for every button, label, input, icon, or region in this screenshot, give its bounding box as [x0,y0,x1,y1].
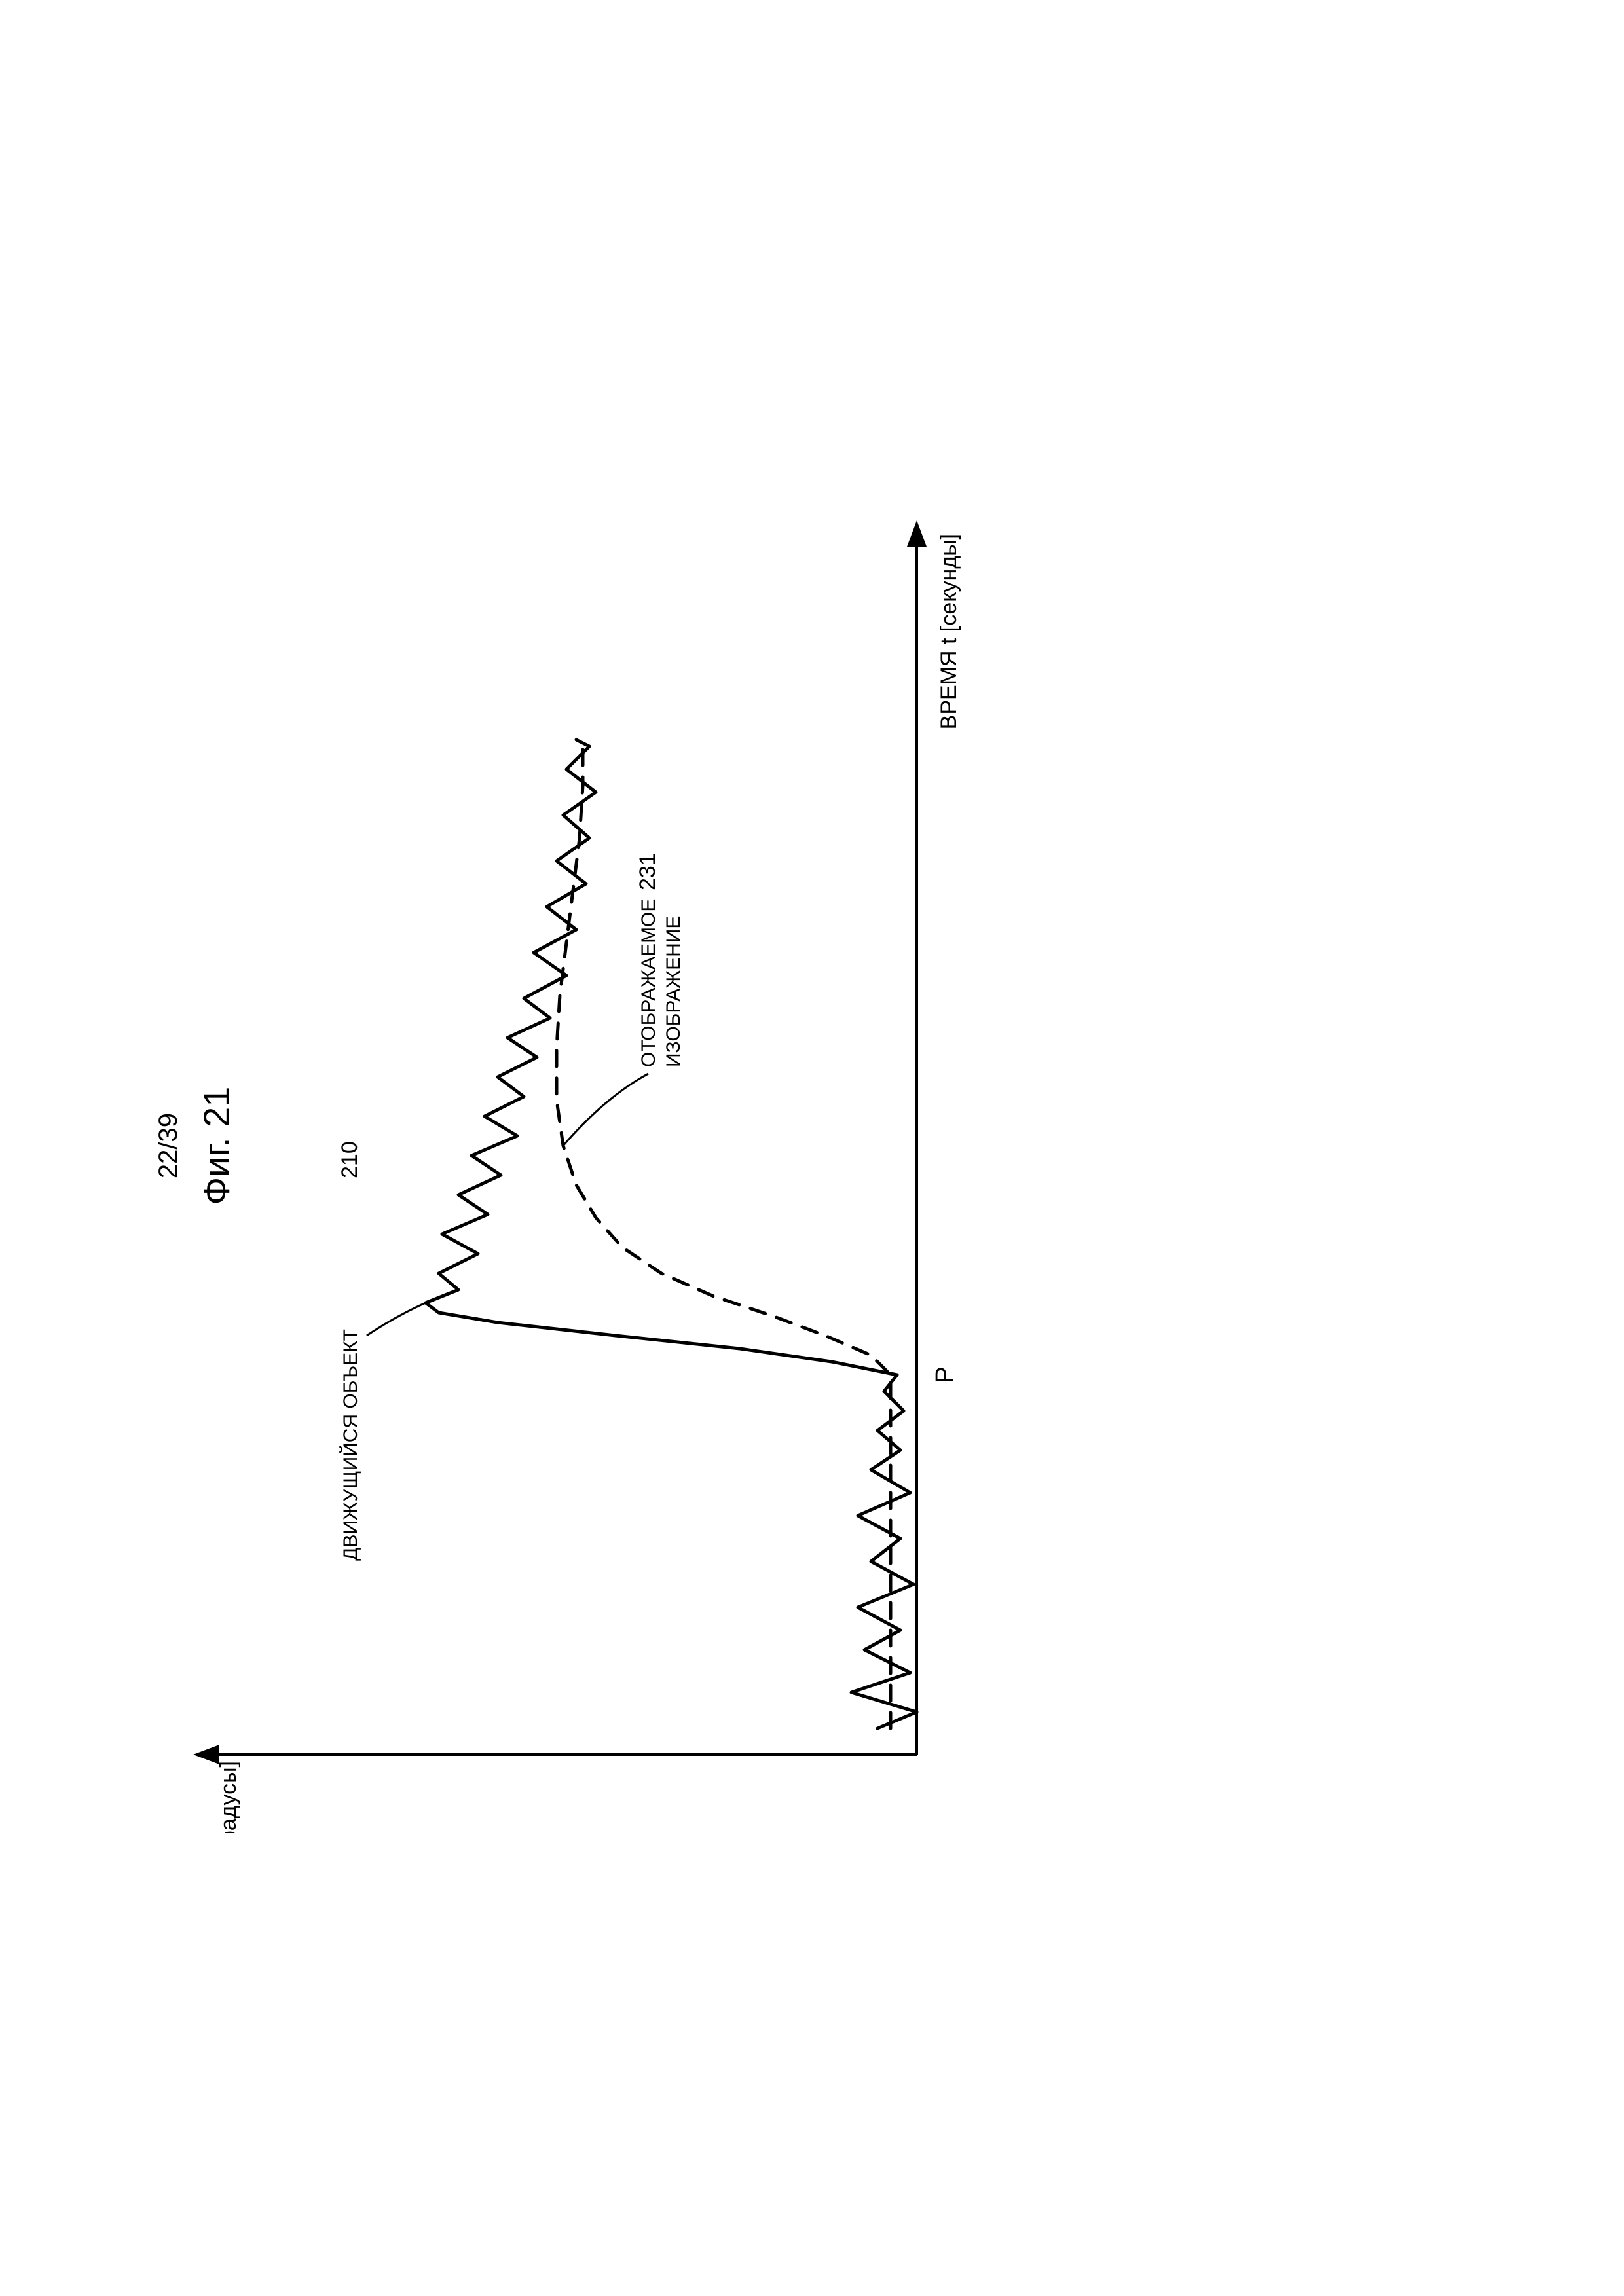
page-number: 22/39 [154,1113,183,1178]
series-210-label: ДВИЖУЩИЙСЯ ОБЪЕКТ [339,1329,361,1561]
page: 22/39 Фиг. 21 УГОЛ θ [градусы] ВРЕМЯ t [… [0,0,1624,2296]
series-231-leader [563,1074,648,1146]
series-moving-object [426,740,917,1728]
figure-title: Фиг. 21 [196,1087,237,1205]
figure-rotated-container: 22/39 Фиг. 21 УГОЛ θ [градусы] ВРЕМЯ t [… [131,458,1113,1833]
series-displayed-image [557,740,891,1728]
series-231-label-line2: ИЗОБРАЖЕНИЕ [663,916,684,1067]
x-axis-label: ВРЕМЯ t [секунды] [936,534,961,729]
series-231-label-line1: ОТОБРАЖАЕМОЕ [638,899,659,1067]
x-axis-arrow [907,520,927,547]
chart-svg: 22/39 Фиг. 21 УГОЛ θ [градусы] ВРЕМЯ t [… [131,458,1113,1833]
series-210-refnum: 210 [337,1141,362,1178]
y-axis-label: УГОЛ θ [градусы] [216,1761,241,1833]
point-p-label: P [931,1366,959,1383]
y-axis-arrow [193,1745,219,1764]
series-210-leader [367,1303,426,1336]
series-231-refnum: 231 [635,853,660,890]
